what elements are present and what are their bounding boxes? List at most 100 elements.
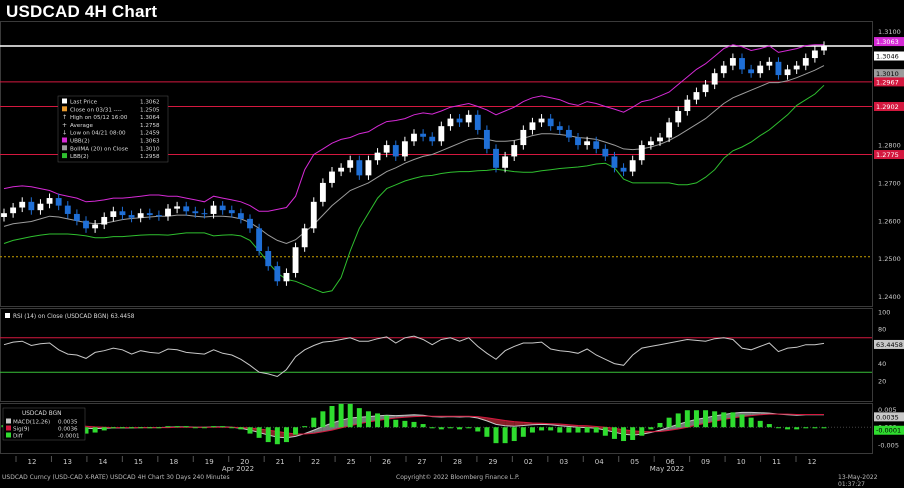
candle-body — [165, 209, 171, 217]
candle-body — [47, 198, 53, 204]
value-tag-label: 1.2902 — [876, 103, 899, 111]
candle-body — [548, 119, 554, 127]
diff-bar — [339, 404, 344, 427]
diff-bar — [302, 426, 307, 427]
candle-body — [812, 50, 818, 58]
candle-body — [10, 208, 16, 214]
diff-bar — [576, 427, 581, 432]
diff-bar — [384, 416, 389, 428]
x-axis-day-label: 03 — [559, 458, 568, 466]
diff-bar — [812, 427, 817, 428]
rsi-y-tick-label: 100 — [878, 309, 890, 317]
diff-bar — [475, 427, 480, 431]
diff-bar — [156, 427, 161, 428]
legend-label: LBB(2) — [70, 154, 89, 160]
diff-bar — [330, 406, 335, 427]
candle-body — [776, 62, 782, 75]
macd-legend-label: Sig(9) — [13, 427, 30, 433]
value-tag-label: 1.2775 — [876, 151, 899, 159]
diff-bar — [658, 423, 663, 427]
diff-bar — [421, 424, 426, 427]
diff-bar — [220, 426, 225, 427]
candle-body — [721, 66, 727, 74]
rsi-panel-frame — [1, 309, 873, 402]
diff-bar — [439, 427, 444, 429]
legend-value: 1.3064 — [140, 115, 160, 121]
footer-source: USDCAD Curncy (USD-CAD X-RATE) USDCAD 4H… — [2, 474, 230, 481]
candle-body — [366, 160, 372, 175]
diff-bar — [248, 427, 253, 433]
diff-bar — [630, 427, 635, 440]
candle-body — [138, 213, 144, 218]
diff-bar — [311, 418, 316, 428]
candle-body — [311, 202, 317, 228]
diff-bar — [639, 427, 644, 435]
candle-body — [429, 137, 435, 142]
candle-body — [320, 183, 326, 202]
rsi-y-tick-label: 80 — [878, 326, 886, 334]
rsi-legend-swatch — [5, 313, 10, 318]
legend-value: 1.3010 — [140, 146, 160, 152]
price-y-tick-label: 1.2700 — [878, 179, 901, 187]
x-axis-month-label: Apr 2022 — [222, 465, 254, 473]
legend-label: Average — [70, 123, 94, 129]
candle-body — [1, 213, 7, 217]
legend-swatch — [62, 99, 67, 104]
value-tag-label: 1.2967 — [876, 78, 899, 86]
rsi-legend-label: RSI (14) on Close (USDCAD BGN) 63.4458 — [13, 314, 135, 320]
price-y-tick-label: 1.2400 — [878, 293, 901, 301]
diff-bar — [730, 412, 735, 427]
candle-body — [147, 213, 153, 215]
candle-body — [229, 210, 235, 213]
diff-bar — [785, 427, 790, 429]
diff-bar — [184, 426, 189, 427]
macd-legend-label: Diff — [13, 434, 23, 440]
candle-body — [347, 160, 353, 168]
candle-body — [393, 145, 399, 156]
macd-legend-swatch — [6, 433, 11, 438]
candle-body — [475, 115, 481, 130]
diff-bar — [594, 427, 599, 432]
diff-bar — [275, 427, 280, 444]
candle-body — [785, 69, 791, 75]
candle-body — [174, 206, 180, 208]
value-tag-label: 1.3063 — [876, 38, 899, 46]
macd-panel-frame — [1, 404, 873, 454]
legend-value: 1.2958 — [140, 154, 160, 160]
legend-label: High on 05/12 16:00 — [70, 115, 128, 121]
macd-legend-title: USDCAD BGN — [22, 411, 61, 417]
candle-body — [284, 273, 290, 281]
diff-bar — [539, 427, 544, 430]
diff-bar — [284, 427, 289, 442]
candle-body — [28, 202, 34, 210]
candle-body — [666, 122, 672, 137]
diff-bar — [685, 410, 690, 427]
candle-body — [557, 126, 563, 130]
legend-symbol: ↓ — [62, 130, 67, 137]
legend-value: 1.3063 — [140, 139, 160, 145]
diff-bar — [375, 413, 380, 427]
macd-legend-label: MACD(12,26) — [13, 420, 50, 426]
candle-body — [803, 58, 809, 66]
diff-bar — [503, 427, 508, 443]
price-y-tick-label: 1.2800 — [878, 142, 901, 150]
candle-body — [384, 145, 390, 153]
value-tag-label: 1.3010 — [876, 70, 899, 78]
legend-label: Close on 03/31 ---- — [70, 107, 122, 113]
candle-body — [74, 214, 80, 221]
x-axis-day-label: 13 — [63, 458, 72, 466]
legend-swatch — [62, 138, 67, 143]
x-axis-day-label: 05 — [630, 458, 639, 466]
diff-bar — [612, 427, 617, 439]
rsi-y-tick-label: 20 — [878, 377, 886, 385]
diff-bar — [557, 427, 562, 432]
candle-body — [156, 215, 162, 216]
legend-symbol: + — [62, 122, 67, 129]
candle-body — [630, 160, 636, 171]
value-tag-label: 0.0035 — [876, 413, 899, 421]
macd-legend-value: 0.0036 — [58, 427, 78, 433]
legend-label: BollMA (20) on Close — [70, 146, 129, 152]
diff-bar — [758, 421, 763, 427]
candle-body — [530, 122, 536, 130]
